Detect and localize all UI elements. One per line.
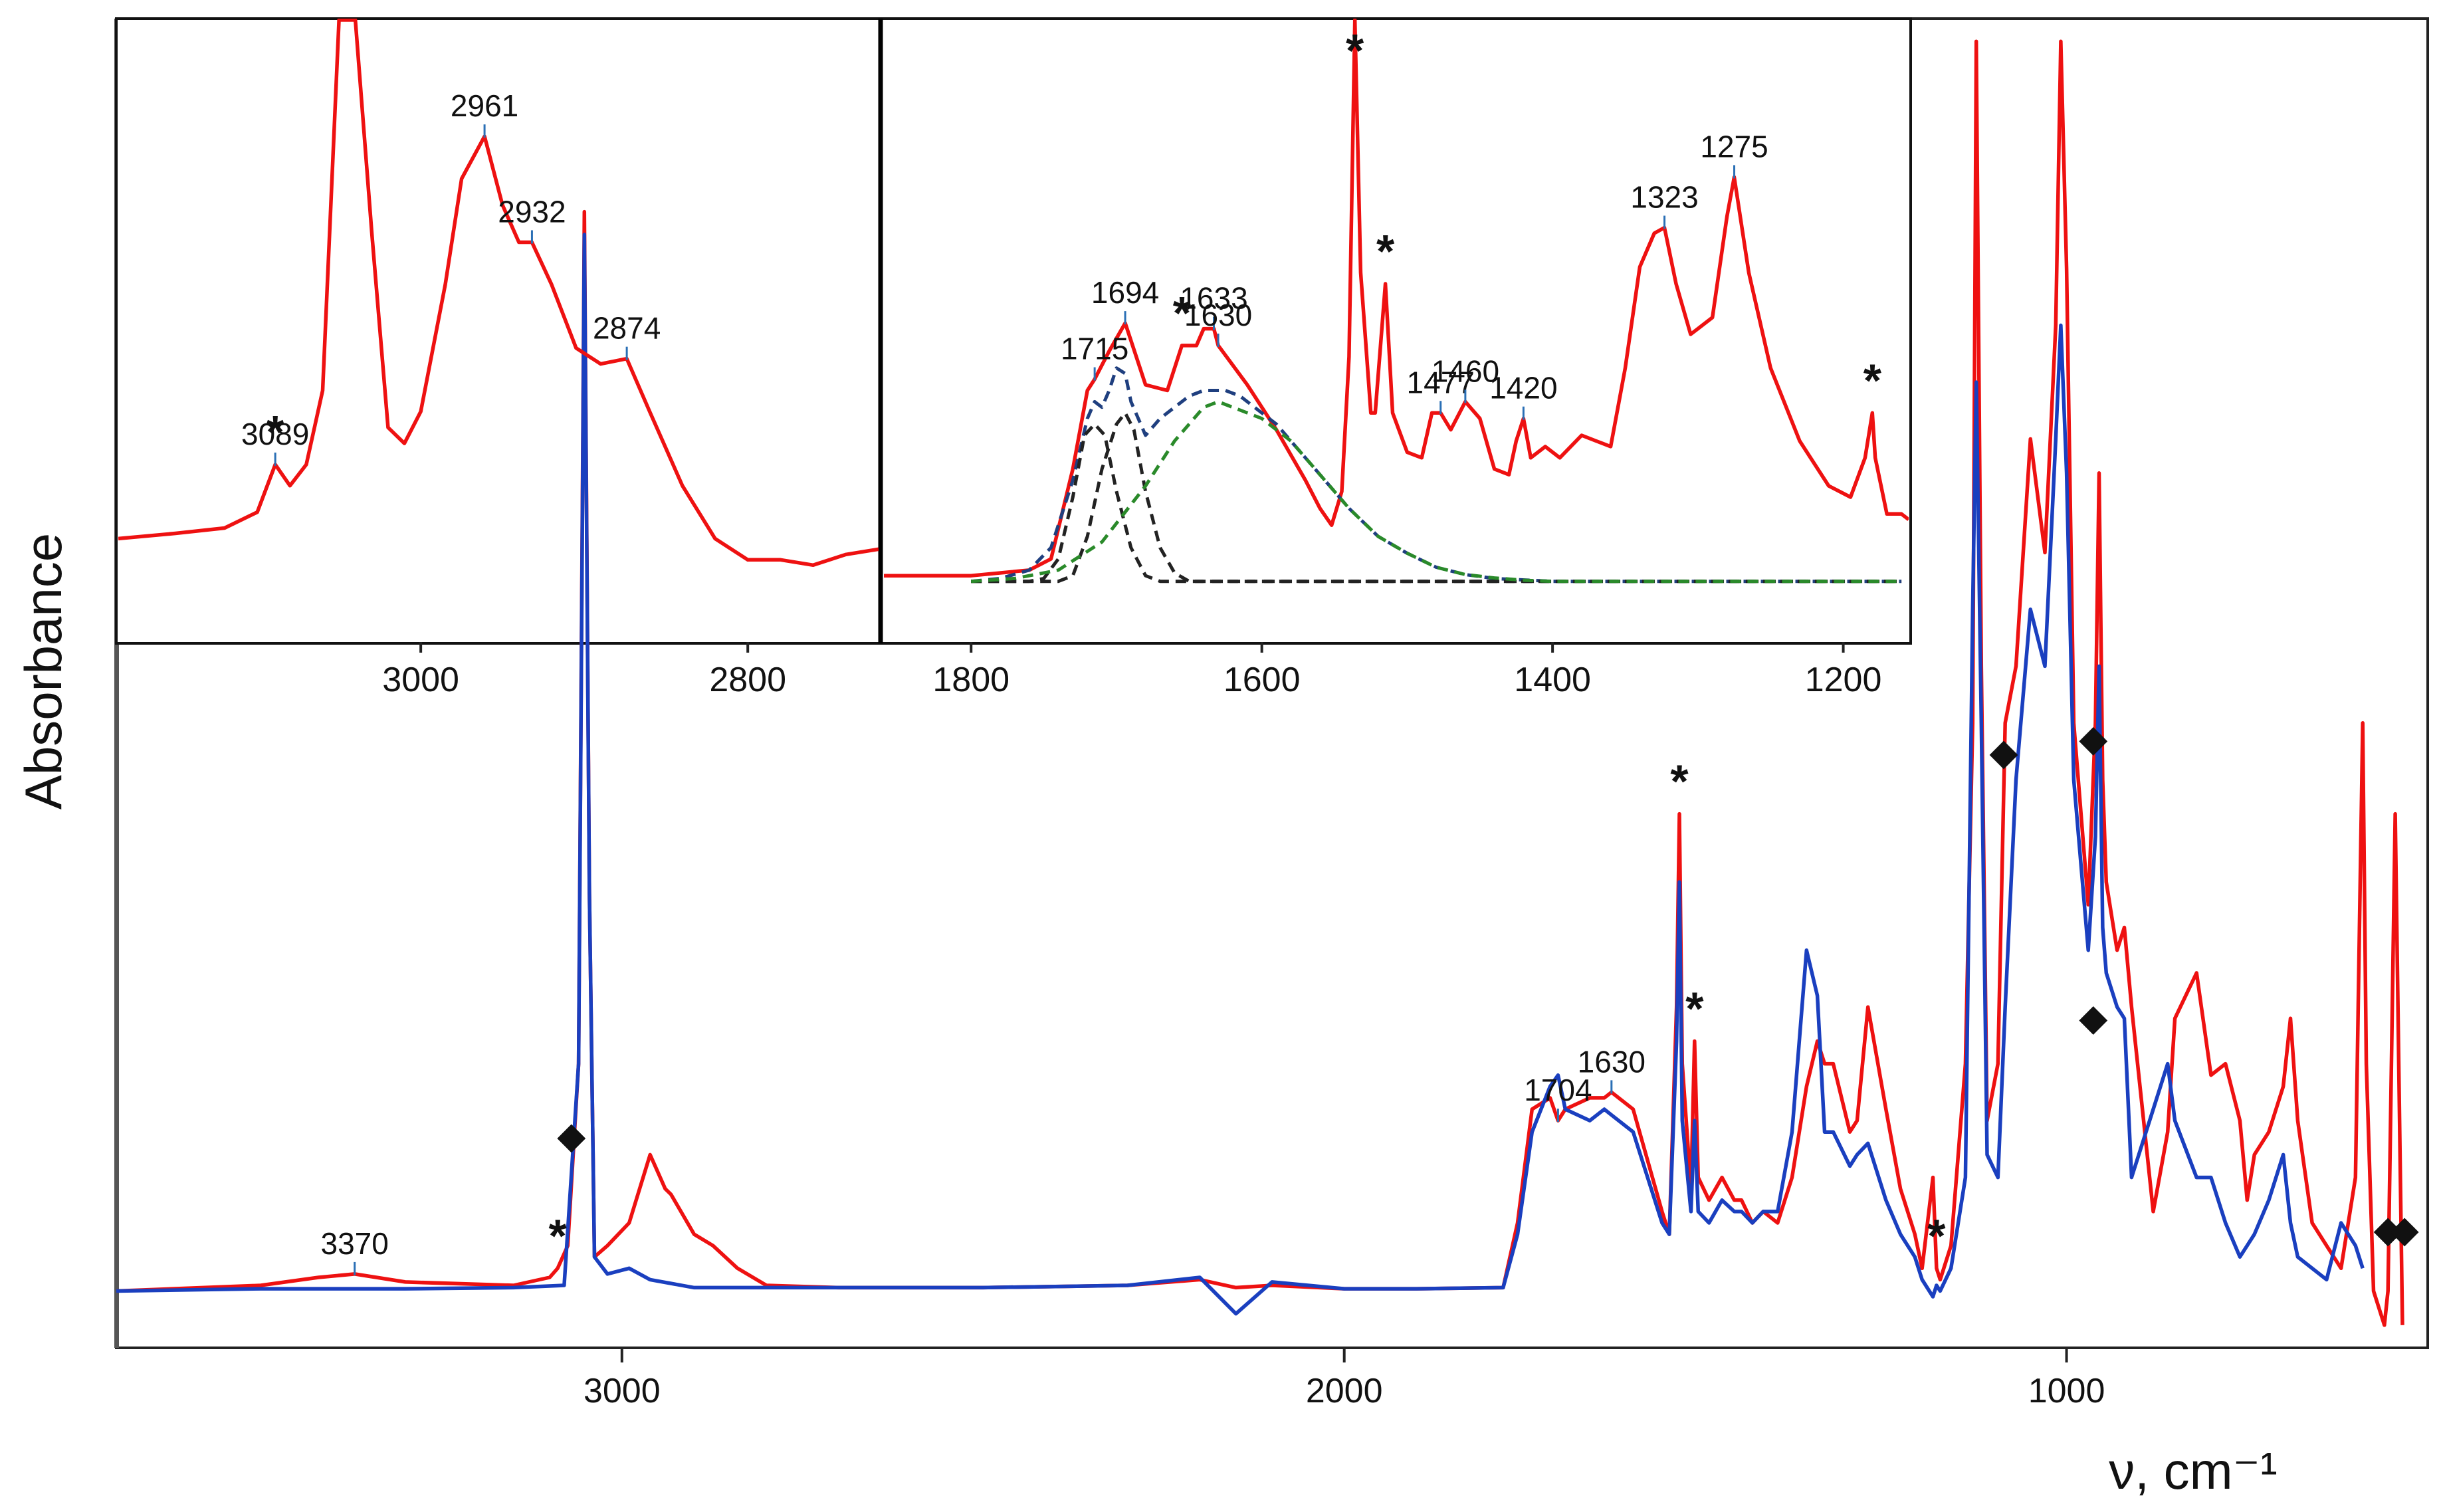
- inset-fingerprint-peak-label: 1633: [1180, 281, 1247, 316]
- inset-ch-series-red-spectrum: [118, 19, 879, 568]
- main-diamond-marker: ◆: [557, 1114, 585, 1156]
- main-star-marker: *: [1927, 1210, 1946, 1261]
- main-peak-label: 1704: [1524, 1073, 1592, 1107]
- x-axis-title: ν, cm⁻¹: [2109, 1442, 2277, 1500]
- inset-fingerprint-x-tick-label: 1800: [932, 661, 1009, 699]
- inset-ch-x-tick-label: 2800: [709, 661, 786, 699]
- inset-fingerprint-star-marker: *: [1863, 354, 1882, 406]
- inset-fingerprint-series-total-fit: [970, 366, 1902, 584]
- main-star-marker: *: [1670, 756, 1689, 808]
- inset-ch-x-tick-label: 3000: [382, 661, 459, 699]
- main-peak-label: 3370: [320, 1226, 388, 1261]
- main-series-red-spectrum: [116, 39, 2404, 1327]
- inset-fingerprint-peak-label: 1420: [1489, 371, 1557, 405]
- y-axis-title: Absorbance: [14, 533, 72, 810]
- main-star-marker: *: [1685, 982, 1704, 1034]
- main-diamond-marker: ◆: [2374, 1208, 2402, 1249]
- inset-ch-peak-label: 2874: [593, 311, 661, 346]
- inset-fingerprint-peak-label: 1715: [1061, 332, 1128, 366]
- main-diamond-marker: ◆: [2390, 1208, 2419, 1249]
- inset-fingerprint-frame: [879, 17, 1912, 645]
- main-x-tick-label: 1000: [2028, 1372, 2105, 1410]
- inset-fingerprint-peak-label: 1460: [1432, 354, 1499, 388]
- inset-fingerprint-peak-label: 1477: [1407, 365, 1475, 399]
- inset-ch-peak-label: 3089: [241, 417, 309, 451]
- inset-fingerprint-peak-label: 1630: [1184, 298, 1252, 332]
- inset-fingerprint-x-tick-label: 1400: [1514, 661, 1591, 699]
- inset-ch-peak-label: 2932: [498, 194, 566, 229]
- inset-fingerprint-x-tick-label: 1600: [1223, 661, 1301, 699]
- inset-fingerprint-peak-label: 1694: [1091, 275, 1159, 310]
- inset-fingerprint-star-marker: *: [1346, 25, 1364, 76]
- inset-fingerprint-peak-label: 1323: [1630, 180, 1698, 215]
- inset-ch-peak-label: 2961: [451, 88, 518, 123]
- inset-ch-plot-area: 3000 2800 3089 2961 2932 2874 *: [118, 19, 879, 699]
- inset-fingerprint-series-component-1715: [971, 422, 1902, 584]
- main-x-tick-label: 3000: [584, 1372, 661, 1410]
- main-diamond-marker: ◆: [2079, 717, 2107, 759]
- inset-fingerprint-peak-label: 1275: [1700, 130, 1768, 164]
- main-series-blue-spectrum: [116, 233, 2365, 1316]
- inset-fingerprint-star-marker: *: [1173, 287, 1192, 339]
- inset-ch-star-marker: *: [266, 406, 285, 458]
- inset-fingerprint-series-component-1630: [971, 399, 1902, 584]
- main-diamond-marker: ◆: [1989, 730, 2018, 772]
- main-peak-label: 1630: [1578, 1044, 1646, 1079]
- main-plot-left-axis: [114, 19, 119, 1348]
- inset-fingerprint-star-marker: *: [1376, 225, 1395, 277]
- main-star-marker: *: [548, 1210, 567, 1261]
- main-x-tick-label: 2000: [1306, 1372, 1383, 1410]
- inset-fingerprint-x-tick-label: 1200: [1805, 661, 1882, 699]
- main-diamond-marker: ◆: [2079, 996, 2107, 1038]
